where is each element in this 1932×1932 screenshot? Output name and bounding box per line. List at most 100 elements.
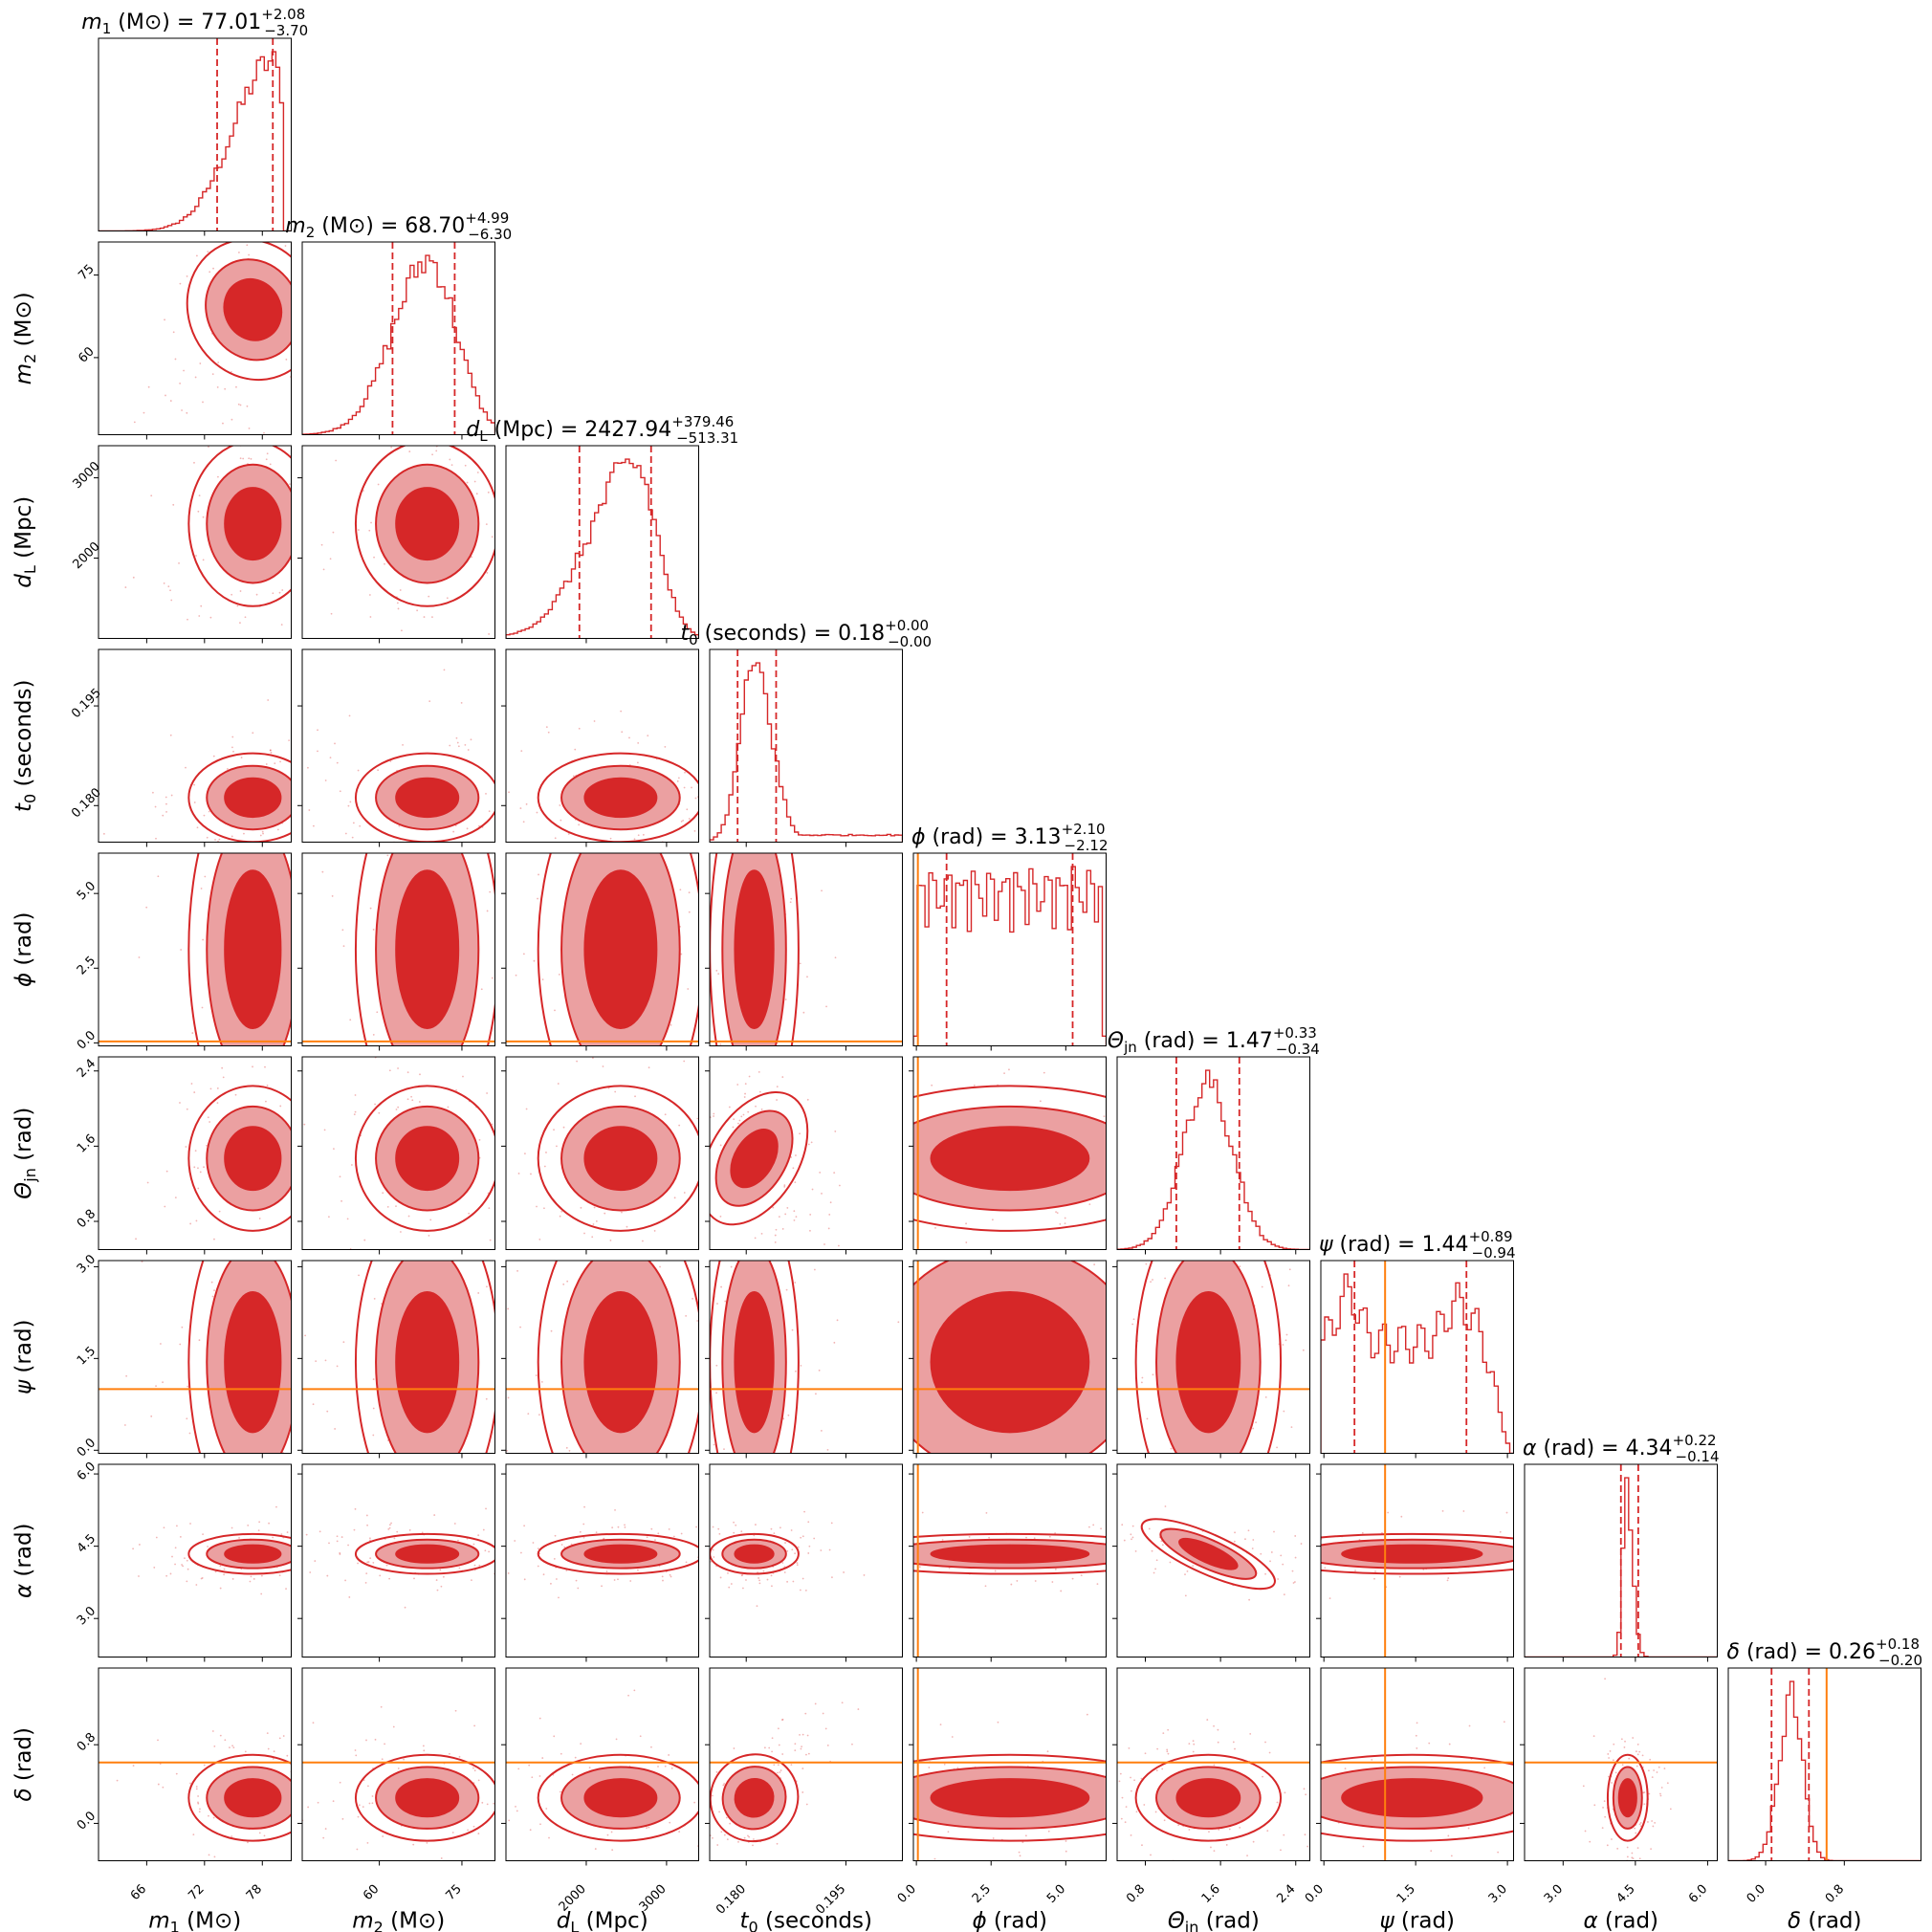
scatter-point [334, 189, 336, 191]
scatter-point [1149, 1546, 1151, 1548]
scatter-point [707, 1534, 709, 1536]
scatter-point [312, 824, 315, 827]
contour-level-3 [583, 1544, 658, 1564]
scatter-point [150, 494, 153, 497]
scatter-point [1160, 1480, 1162, 1482]
hist-step-delta [1728, 1680, 1921, 1861]
scatter-point [808, 1545, 811, 1548]
scatter-point [350, 1164, 353, 1166]
scatter-point [483, 820, 485, 822]
scatter-point [1065, 1850, 1067, 1853]
scatter-point [864, 1525, 866, 1526]
scatter-point [179, 382, 182, 384]
scatter-point [757, 1646, 758, 1648]
scatter-point [143, 411, 145, 414]
scatter-point [266, 1732, 269, 1735]
scatter-point [1164, 1277, 1167, 1280]
scatter-point [272, 1061, 274, 1063]
scatter-point [735, 803, 736, 805]
scatter-point [246, 244, 249, 247]
scatter-point [349, 1227, 351, 1229]
panel-frame [98, 1667, 292, 1861]
scatter-point [497, 1144, 499, 1146]
scatter-point [805, 1753, 807, 1756]
scatter-point [1157, 1082, 1159, 1084]
scatter-point [809, 1213, 812, 1216]
scatter-point [536, 1093, 538, 1095]
scatter-point [1264, 1395, 1267, 1398]
scatter-point [762, 1570, 765, 1572]
scatter-point [99, 805, 100, 807]
scatter-point [219, 1565, 222, 1568]
scatter-point [478, 1523, 480, 1525]
scatter-point [858, 1789, 860, 1791]
scatter-point [350, 425, 352, 427]
scatter-point [386, 854, 389, 857]
scatter-point [485, 1397, 488, 1400]
scatter-point [293, 1306, 295, 1307]
scatter-point [713, 1807, 714, 1809]
scatter-point [743, 743, 745, 745]
scatter-point [1572, 1815, 1574, 1817]
scatter-point [650, 1527, 653, 1530]
scatter-point [1024, 1834, 1027, 1837]
scatter-point [629, 1580, 632, 1582]
scatter-point [718, 1259, 720, 1261]
scatter-point [349, 447, 351, 449]
contour-level-1 [187, 446, 292, 607]
scatter-point [542, 1844, 544, 1846]
scatter-point [328, 482, 330, 484]
scatter-point [1448, 1743, 1451, 1745]
scatter-point [648, 1066, 650, 1069]
contour-level-3 [395, 1778, 460, 1818]
scatter-point [237, 1891, 239, 1893]
scatter-point [786, 1580, 789, 1583]
scatter-point [559, 1215, 561, 1218]
scatter-point [306, 918, 308, 920]
scatter-point [1251, 1548, 1254, 1549]
scatter-point [339, 1553, 341, 1555]
scatter-point [552, 1295, 554, 1297]
scatter-point [1186, 1848, 1188, 1850]
scatter-point [501, 1812, 503, 1814]
scatter-point [247, 1841, 249, 1844]
scatter-point [714, 1487, 716, 1489]
scatter-point [536, 1205, 538, 1208]
scatter-point [1033, 1537, 1036, 1540]
scatter-point [1145, 1262, 1148, 1265]
scatter-point [1283, 1833, 1285, 1836]
scatter-point [773, 1764, 776, 1767]
scatter-point [577, 1587, 580, 1590]
scatter-point [1163, 1819, 1166, 1822]
scatter-point [749, 801, 751, 802]
scatter-point [1229, 1544, 1231, 1546]
scatter-point [525, 802, 528, 805]
scatter-point [1158, 1876, 1160, 1877]
scatter-point [165, 1170, 168, 1173]
scatter-point [877, 1356, 879, 1358]
scatter-point [197, 1545, 199, 1547]
scatter-point [268, 1522, 270, 1525]
scatter-point [559, 1790, 561, 1793]
scatter-point [689, 1169, 691, 1171]
scatter-point [572, 1227, 574, 1229]
scatter-point [265, 1100, 267, 1103]
scatter-point [332, 531, 335, 534]
scatter-point [500, 1049, 502, 1051]
scatter-point [791, 1502, 793, 1504]
scatter-point [790, 1156, 793, 1158]
scatter-point [1202, 1746, 1204, 1748]
scatter-point [771, 1737, 774, 1740]
scatter-point [1660, 1787, 1663, 1789]
scatter-point [829, 1180, 831, 1182]
scatter-point [276, 1580, 278, 1582]
scatter-point [491, 977, 494, 979]
scatter-point [1636, 1750, 1637, 1753]
scatter-point [668, 1527, 670, 1530]
scatter-point [498, 1402, 500, 1404]
scatter-point [508, 1312, 510, 1314]
scatter-point [1256, 1160, 1258, 1162]
scatter-point [664, 745, 667, 748]
scatter-point [217, 475, 219, 478]
title-theta_jn: Θjn (rad) = 1.47+0.33 −0.34 [1108, 1024, 1320, 1058]
